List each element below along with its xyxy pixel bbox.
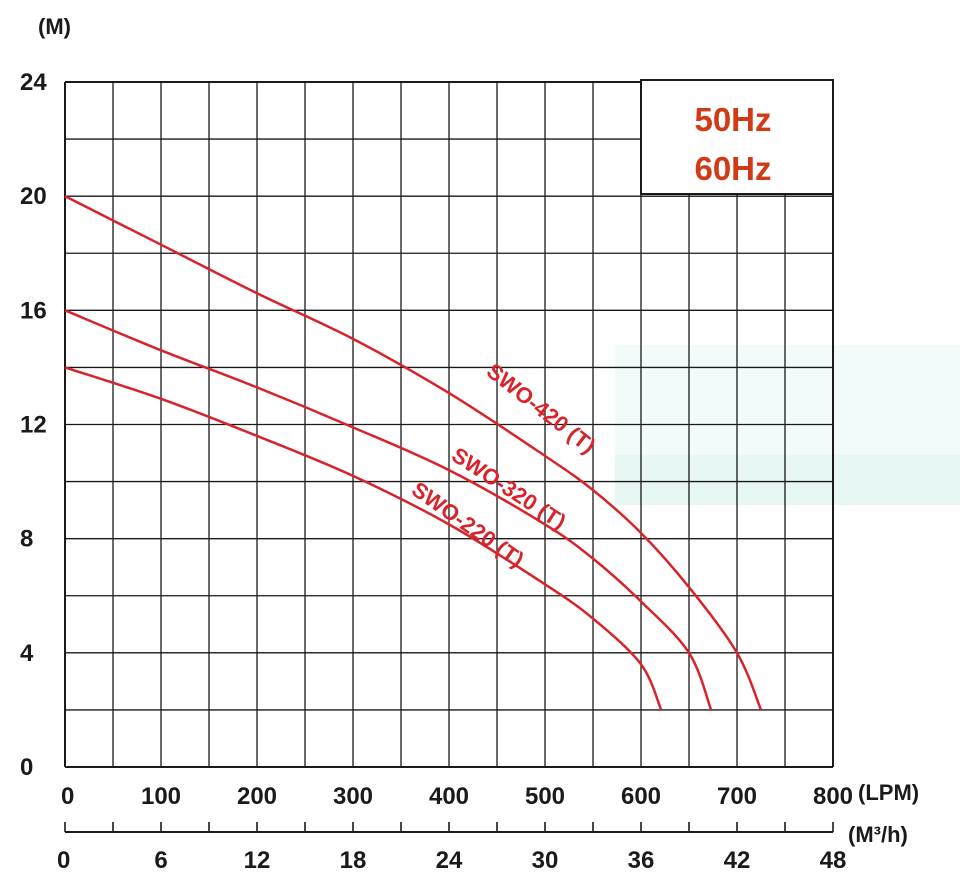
background-tint-band bbox=[615, 455, 960, 505]
x-tick-label: 0 bbox=[61, 783, 74, 810]
y-tick-label: 20 bbox=[20, 183, 47, 210]
x2-tick-label: 30 bbox=[532, 847, 559, 874]
x-tick-label: 500 bbox=[525, 783, 565, 810]
legend-entry-50hz: 50Hz bbox=[694, 101, 771, 138]
x-tick-label: 700 bbox=[717, 783, 757, 810]
x2-tick-label: 36 bbox=[628, 847, 655, 874]
x2-tick-label: 0 bbox=[57, 847, 70, 874]
x-tick-label: 100 bbox=[141, 783, 181, 810]
curve-swo-320-t bbox=[64, 309, 713, 711]
x-tick-label: 300 bbox=[333, 783, 373, 810]
x2-tick-label: 42 bbox=[724, 847, 751, 874]
legend-box bbox=[640, 79, 834, 195]
x-axis-label: (LPM) bbox=[858, 780, 919, 805]
curve-label-swo-420-t: SWO-420 (T) bbox=[482, 358, 600, 458]
y-tick-label: 12 bbox=[20, 412, 47, 439]
y-axis-label: (M) bbox=[38, 14, 71, 39]
x-tick-label: 600 bbox=[621, 783, 661, 810]
y-tick-labels: 0 4 8 12 16 20 24 bbox=[20, 69, 47, 781]
x2-tick-label: 6 bbox=[154, 847, 167, 874]
secondary-x-axis: 0 6 12 18 24 30 36 42 48 bbox=[57, 822, 846, 874]
y-tick-label: 16 bbox=[20, 297, 47, 324]
x-tick-label: 200 bbox=[237, 783, 277, 810]
x2-tick-label: 12 bbox=[244, 847, 271, 874]
x2-tick-label: 24 bbox=[436, 847, 463, 874]
x-tick-labels: 0 100 200 300 400 500 600 700 800 bbox=[61, 783, 853, 810]
x2-tick-label: 18 bbox=[340, 847, 367, 874]
legend: 50Hz 60Hz bbox=[640, 79, 834, 195]
legend-entry-60hz: 60Hz bbox=[694, 150, 771, 187]
x2-axis-label: (M³/h) bbox=[848, 822, 908, 847]
x-tick-label: 400 bbox=[429, 783, 469, 810]
y-tick-label: 24 bbox=[20, 69, 47, 96]
y-tick-label: 0 bbox=[20, 754, 33, 781]
x2-tick-label: 48 bbox=[820, 847, 847, 874]
curve-swo-420-t bbox=[64, 195, 763, 711]
x-tick-label: 800 bbox=[813, 783, 853, 810]
y-tick-label: 8 bbox=[20, 526, 33, 553]
y-tick-label: 4 bbox=[20, 640, 34, 667]
curve-swo-220-t bbox=[64, 366, 663, 711]
